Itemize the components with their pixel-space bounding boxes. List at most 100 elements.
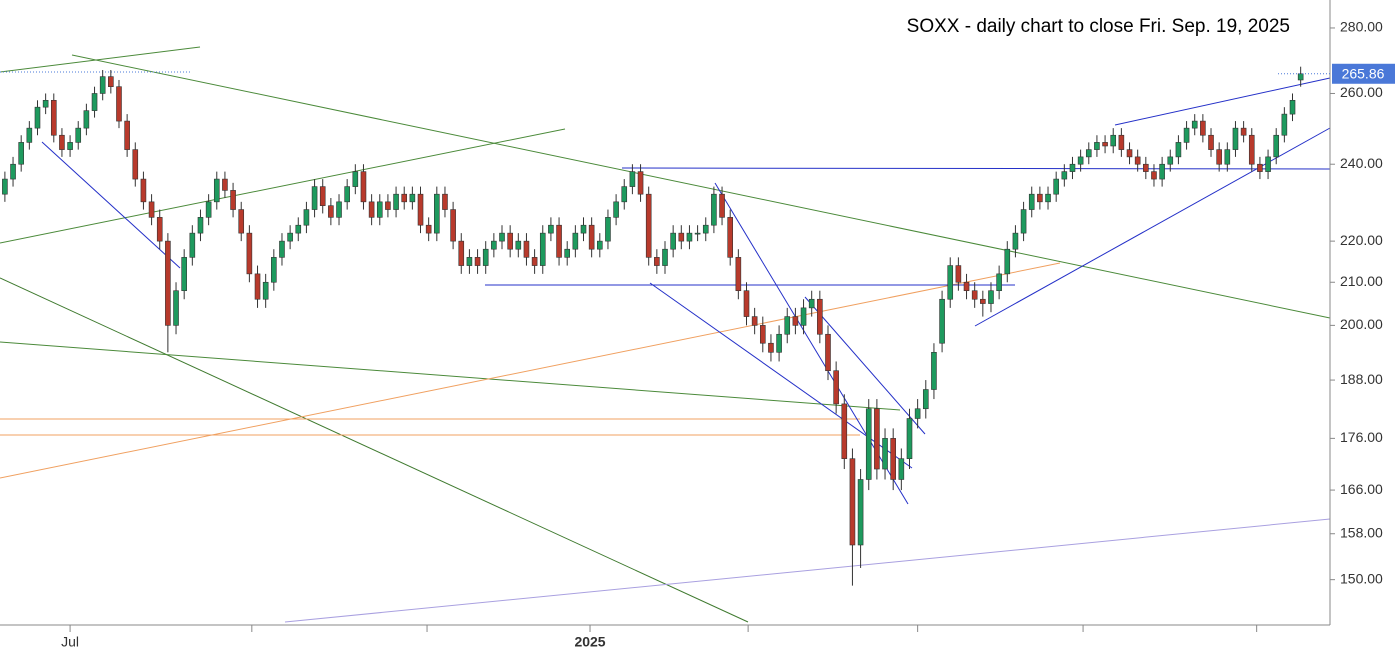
candle-body	[1200, 120, 1206, 136]
candle-body	[914, 408, 921, 419]
y-tick-label: 158.00	[1340, 524, 1383, 540]
x-tick-label: 2025	[574, 634, 605, 650]
candle-body	[711, 193, 717, 226]
candle-body	[539, 232, 546, 266]
candle-body	[1126, 149, 1133, 158]
candle-body	[735, 257, 742, 292]
trendline	[71, 54, 1331, 319]
candle-body	[719, 193, 725, 218]
candle-body	[197, 217, 204, 234]
candle-body	[360, 171, 367, 203]
candle-body	[401, 193, 408, 203]
candle-body	[825, 333, 831, 372]
candles	[2, 66, 1304, 586]
candle-body	[996, 273, 1002, 292]
candle-body	[1167, 156, 1174, 165]
candle-body	[727, 217, 733, 258]
candle-body	[1004, 248, 1011, 275]
candle-body	[230, 190, 236, 210]
candle-body	[279, 240, 285, 258]
candle-body	[808, 298, 815, 309]
candle-body	[670, 232, 676, 250]
candle-body	[336, 201, 342, 218]
candle-body	[1094, 142, 1100, 150]
candle-body	[971, 290, 978, 300]
candle-body	[1085, 149, 1092, 158]
candle-body	[205, 201, 212, 218]
candle-body	[1191, 120, 1198, 129]
candle-body	[1053, 178, 1059, 195]
candle-body	[148, 201, 155, 218]
candle-body	[303, 209, 310, 226]
candle-body	[580, 224, 587, 234]
candle-body	[1240, 127, 1247, 136]
candle-body	[262, 281, 269, 300]
candle-body	[319, 186, 326, 206]
candle-body	[434, 193, 440, 234]
candle-body	[849, 458, 856, 546]
candle-body	[474, 257, 481, 266]
y-tick-label: 240.00	[1340, 155, 1383, 171]
trendline	[0, 277, 749, 623]
candle-body	[857, 479, 864, 546]
trendline	[0, 341, 901, 411]
candle-body	[466, 257, 473, 266]
candle-body	[83, 110, 90, 129]
candle-body	[613, 201, 619, 218]
candle-body	[947, 265, 954, 300]
candle-body	[874, 408, 880, 470]
candle-body	[939, 298, 945, 344]
candle-body	[759, 325, 766, 344]
candle-body	[1077, 156, 1084, 165]
candle-body	[1289, 99, 1296, 115]
candle-body	[50, 99, 57, 136]
candle-body	[124, 120, 130, 150]
candle-body	[515, 240, 522, 250]
candle-body	[768, 342, 774, 353]
candle-body	[564, 248, 571, 258]
candle-body	[108, 76, 114, 87]
candle-body	[344, 186, 350, 203]
candle-body	[140, 178, 147, 203]
candle-body	[1102, 142, 1108, 147]
candle-body	[841, 403, 848, 459]
candle-body	[99, 76, 106, 94]
candle-body	[865, 408, 872, 480]
candle-body	[2, 178, 8, 195]
candle-body	[629, 171, 636, 187]
trendline	[41, 141, 181, 269]
candle-body	[1216, 149, 1222, 165]
candle-body	[1224, 149, 1231, 165]
candle-body	[1265, 156, 1271, 172]
candle-body	[963, 281, 970, 292]
candle-body	[1159, 163, 1165, 180]
y-tick-label: 210.00	[1340, 273, 1383, 289]
candle-body	[1143, 163, 1149, 172]
candle-body	[425, 224, 432, 234]
candle-body	[67, 142, 73, 150]
y-tick-label: 200.00	[1340, 316, 1383, 332]
candle-body	[507, 232, 513, 250]
candle-body	[254, 273, 261, 300]
y-tick-label: 166.00	[1340, 481, 1383, 497]
candle-body	[548, 224, 554, 234]
candle-body	[890, 438, 896, 480]
candle-body	[311, 186, 318, 210]
candle-body	[328, 205, 334, 218]
candle-body	[988, 290, 994, 304]
last-price-box	[1332, 63, 1395, 84]
candle-body	[605, 217, 611, 242]
candle-body	[59, 134, 65, 150]
candle-body	[132, 149, 139, 180]
trendline	[1114, 77, 1331, 126]
candle-body	[654, 257, 660, 266]
candle-body	[645, 193, 652, 258]
candle-body	[417, 193, 424, 226]
candle-body	[597, 240, 603, 250]
y-tick-label: 176.00	[1340, 429, 1383, 445]
candle-body	[531, 257, 538, 266]
candle-body	[1118, 134, 1125, 150]
candle-body	[75, 127, 82, 143]
candle-body	[352, 171, 359, 187]
